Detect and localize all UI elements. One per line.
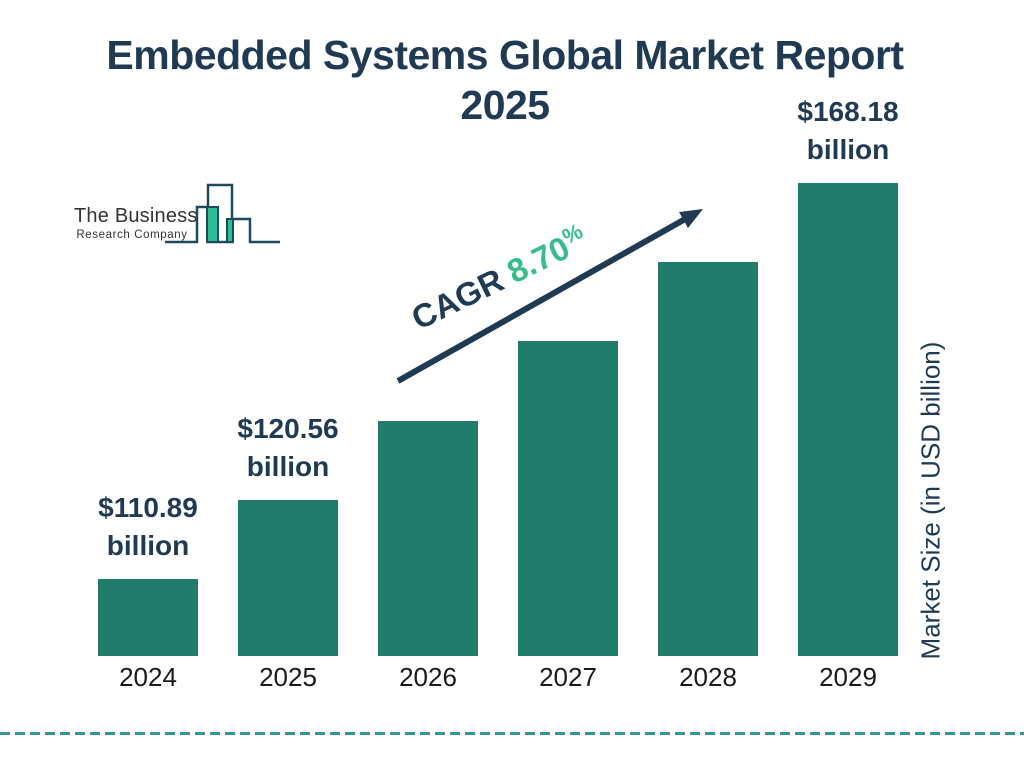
x-axis-year-2029: 2029 [819, 662, 877, 692]
page-title-line2: 2025 [460, 82, 550, 128]
page-title-line1: Embedded Systems Global Market Report [106, 32, 904, 78]
x-axis-year-2025: 2025 [259, 662, 317, 692]
value-label-2025: $120.56 billion [237, 412, 339, 482]
bar-2026 [378, 420, 478, 656]
logo-name: The Business [74, 205, 198, 227]
cagr-annotation: CAGR 8.70% [373, 203, 624, 353]
company-logo-text: The Business Research Company [74, 205, 198, 241]
bottom-dashed-divider [0, 732, 1024, 735]
bar-2024 [98, 579, 198, 656]
bar-2025 [238, 499, 338, 656]
x-axis-year-2026: 2026 [399, 662, 457, 692]
bar-2027 [518, 341, 618, 656]
y-axis-label: Market Size (in USD billion) [915, 341, 946, 660]
value-label-2029: $168.18 billion [797, 96, 899, 165]
x-axis-year-2028: 2028 [679, 662, 737, 692]
value-label-2024: $110.89 billion [98, 492, 198, 561]
bar-chart-skyline-icon [165, 183, 280, 244]
cagr-label: CAGR [405, 260, 510, 337]
page-title: Embedded Systems Global Market Report 20… [0, 30, 1010, 130]
bar-2028 [658, 262, 758, 656]
x-axis-year-2024: 2024 [119, 662, 177, 692]
company-logo: The Business Research Company [74, 178, 289, 248]
logo-subname: Research Company [76, 229, 188, 241]
x-axis-year-2027: 2027 [539, 662, 597, 692]
bar-2029 [798, 183, 898, 656]
